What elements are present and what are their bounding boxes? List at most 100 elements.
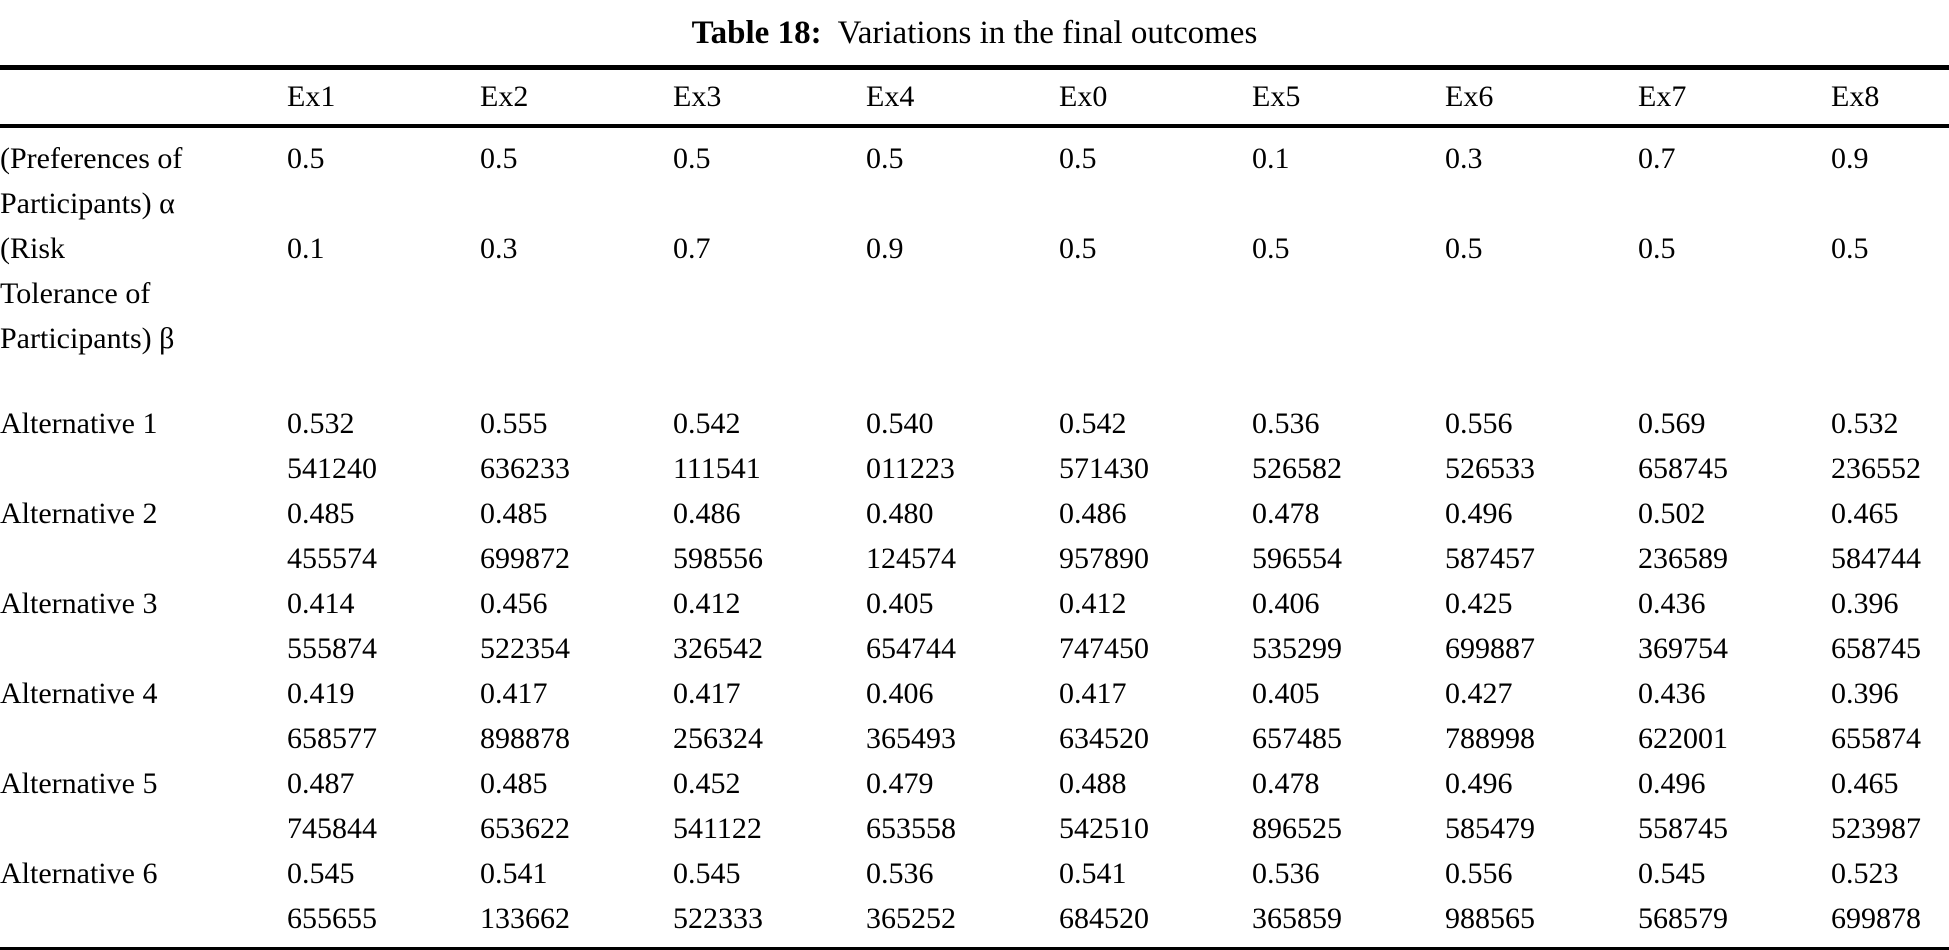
cell-value: 0.541 133662 [480,857,570,935]
cell-value: 0.540 011223 [866,407,955,485]
cell-value: 0.545 655655 [287,857,377,935]
cell-value: 0.486 957890 [1059,497,1149,575]
row-label: (Risk Tolerance of Participants) β [0,232,175,355]
table-row: Alternative 1 0.532 541240 0.555 636233 0.5… [0,361,1949,491]
cell-value: 0.536 365252 [866,857,956,935]
table-caption: Variations in the final outcomes [837,15,1258,51]
cell-value: 0.3 [1445,142,1483,175]
cell-value: 0.452 541122 [673,767,762,845]
cell-value: 0.485 455574 [287,497,377,575]
cell-value: 0.5 [866,142,904,175]
cell-value: 0.556 526533 [1445,407,1535,485]
cell-value: 0.1 [1252,142,1290,175]
cell-value: 0.417 256324 [673,677,763,755]
cell-value: 0.478 596554 [1252,497,1342,575]
row-label: Alternative 1 [0,407,158,440]
cell-value: 0.542 111541 [673,407,761,485]
cell-value: 0.545 568579 [1638,857,1728,935]
cell-value: 0.502 236589 [1638,497,1728,575]
row-label: Alternative 5 [0,767,158,800]
column-header: Ex6 [1445,67,1638,128]
cell-value: 0.7 [1638,142,1676,175]
cell-value: 0.5 [480,142,518,175]
column-header: Ex8 [1831,67,1949,128]
cell-value: 0.5 [1445,232,1483,265]
cell-value: 0.417 634520 [1059,677,1149,755]
row-label: (Preferences of Participants) α [0,142,183,220]
cell-value: 0.5 [1252,232,1290,265]
table-row: Alternative 3 0.414 555874 0.456 522354 0.4… [0,581,1949,671]
cell-value: 0.523 699878 [1831,857,1921,935]
cell-value: 0.406 365493 [866,677,956,755]
cell-value: 0.5 [1059,232,1097,265]
table-body: (Preferences of Participants) α 0.5 0.5 0.5… [0,126,1949,949]
cell-value: 0.485 653622 [480,767,570,845]
row-label: Alternative 4 [0,677,158,710]
cell-value: 0.417 898878 [480,677,570,755]
table-number: Table 18: [691,15,822,51]
cell-value: 0.496 585479 [1445,767,1535,845]
column-header: Ex7 [1638,67,1831,128]
cell-value: 0.5 [287,142,325,175]
cell-value: 0.7 [673,232,711,265]
cell-value: 0.405 654744 [866,587,956,665]
column-header-rowlabel [0,67,287,128]
table-row: (Preferences of Participants) α 0.5 0.5 0.5… [0,126,1949,226]
cell-value: 0.479 653558 [866,767,956,845]
cell-value: 0.456 522354 [480,587,570,665]
cell-value: 0.496 558745 [1638,767,1728,845]
cell-value: 0.488 542510 [1059,767,1149,845]
cell-value: 0.436 369754 [1638,587,1728,665]
cell-value: 0.412 326542 [673,587,763,665]
cell-value: 0.414 555874 [287,587,377,665]
cell-value: 0.396 655874 [1831,677,1921,755]
column-header: Ex0 [1059,67,1252,128]
cell-value: 0.465 584744 [1831,497,1921,575]
cell-value: 0.487 745844 [287,767,377,845]
column-header: Ex3 [673,67,866,128]
table-row: (Risk Tolerance of Participants) β 0.1 0.3… [0,226,1949,361]
cell-value: 0.436 622001 [1638,677,1728,755]
row-label: Alternative 2 [0,497,158,530]
cell-value: 0.9 [1831,142,1869,175]
cell-value: 0.5 [1638,232,1676,265]
cell-value: 0.532 541240 [287,407,377,485]
cell-value: 0.9 [866,232,904,265]
cell-value: 0.541 684520 [1059,857,1149,935]
cell-value: 0.425 699887 [1445,587,1535,665]
cell-value: 0.536 526582 [1252,407,1342,485]
row-label: Alternative 3 [0,587,158,620]
table-title: Table 18: Variations in the final outcome… [0,0,1949,65]
cell-value: 0.569 658745 [1638,407,1728,485]
table-row: Alternative 6 0.545 655655 0.541 133662 0.5… [0,851,1949,949]
cell-value: 0.5 [1059,142,1097,175]
cell-value: 0.465 523987 [1831,767,1921,845]
cell-value: 0.419 658577 [287,677,377,755]
cell-value: 0.555 636233 [480,407,570,485]
row-label: Alternative 6 [0,857,158,890]
cell-value: 0.396 658745 [1831,587,1921,665]
cell-value: 0.3 [480,232,518,265]
cell-value: 0.486 598556 [673,497,763,575]
table-row: Alternative 5 0.487 745844 0.485 653622 0.4… [0,761,1949,851]
cell-value: 0.1 [287,232,325,265]
cell-value: 0.545 522333 [673,857,763,935]
outcomes-table: Ex1 Ex2 Ex3 Ex4 Ex0 Ex5 Ex6 Ex7 Ex8 (Preferences… [0,65,1949,950]
cell-value: 0.478 896525 [1252,767,1342,845]
table-row: Alternative 2 0.485 455574 0.485 699872 0.4… [0,491,1949,581]
cell-value: 0.496 587457 [1445,497,1535,575]
cell-value: 0.542 571430 [1059,407,1149,485]
cell-value: 0.556 988565 [1445,857,1535,935]
cell-value: 0.5 [673,142,711,175]
table-row: Alternative 4 0.419 658577 0.417 898878 0.4… [0,671,1949,761]
header-row: Ex1 Ex2 Ex3 Ex4 Ex0 Ex5 Ex6 Ex7 Ex8 [0,67,1949,128]
cell-value: 0.485 699872 [480,497,570,575]
cell-value: 0.480 124574 [866,497,956,575]
cell-value: 0.412 747450 [1059,587,1149,665]
column-header: Ex5 [1252,67,1445,128]
cell-value: 0.5 [1831,232,1869,265]
cell-value: 0.532 236552 [1831,407,1921,485]
cell-value: 0.405 657485 [1252,677,1342,755]
cell-value: 0.406 535299 [1252,587,1342,665]
